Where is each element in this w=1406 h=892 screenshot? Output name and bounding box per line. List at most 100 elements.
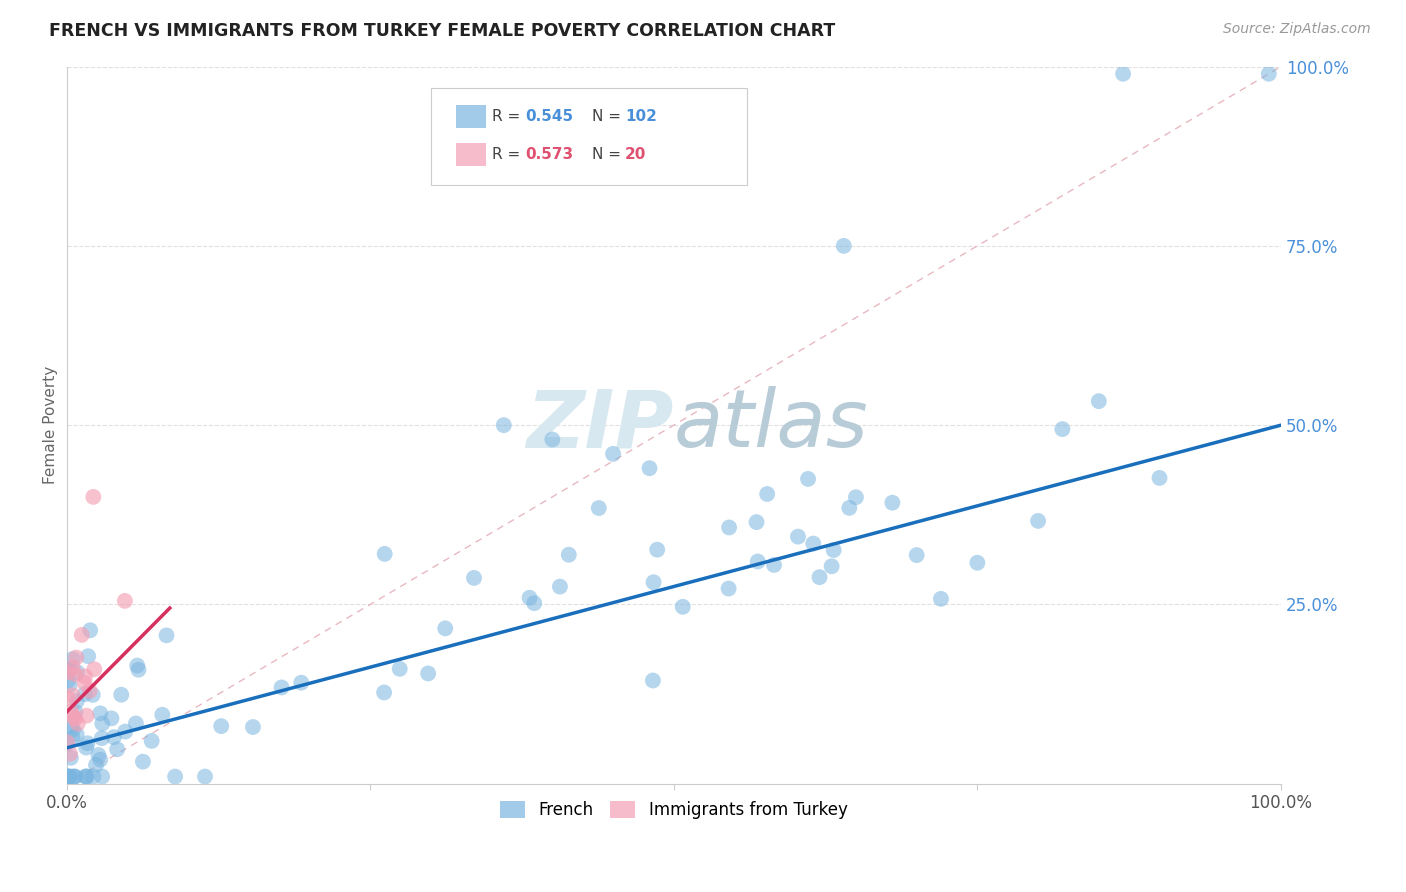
French	[882, 496, 904, 510]
French	[66, 727, 89, 741]
French	[56, 664, 79, 678]
Immigrants from Turkey	[62, 660, 84, 674]
French	[63, 770, 86, 784]
French	[548, 580, 571, 594]
French	[59, 770, 82, 784]
French	[845, 490, 868, 504]
French	[114, 724, 136, 739]
French	[787, 530, 810, 544]
French	[59, 751, 82, 765]
Immigrants from Turkey	[76, 708, 98, 723]
French	[797, 472, 820, 486]
French	[55, 737, 77, 751]
FancyBboxPatch shape	[457, 105, 485, 128]
French	[523, 596, 546, 610]
French	[747, 554, 769, 568]
French	[63, 770, 86, 784]
French	[82, 688, 104, 702]
French	[373, 685, 395, 699]
French	[519, 591, 541, 605]
French	[165, 770, 187, 784]
French	[58, 770, 80, 784]
Text: R =: R =	[492, 147, 524, 162]
Text: FRENCH VS IMMIGRANTS FROM TURKEY FEMALE POVERTY CORRELATION CHART: FRENCH VS IMMIGRANTS FROM TURKEY FEMALE …	[49, 22, 835, 40]
French	[58, 770, 80, 784]
Text: atlas: atlas	[673, 386, 869, 464]
French	[966, 556, 988, 570]
French	[150, 707, 173, 722]
French	[56, 673, 79, 688]
French	[90, 731, 112, 746]
French	[643, 575, 665, 590]
Immigrants from Turkey	[65, 650, 87, 665]
Immigrants from Turkey	[114, 594, 136, 608]
French	[75, 770, 97, 784]
French	[105, 742, 128, 756]
French	[801, 536, 824, 550]
French	[672, 599, 695, 614]
Immigrants from Turkey	[75, 669, 97, 683]
French	[56, 770, 79, 784]
French	[1052, 422, 1074, 436]
French	[127, 663, 149, 677]
Text: R =: R =	[492, 110, 524, 124]
French	[929, 591, 952, 606]
Text: N =: N =	[592, 147, 626, 162]
French	[60, 719, 83, 733]
French	[100, 711, 122, 725]
Immigrants from Turkey	[63, 710, 86, 724]
Immigrants from Turkey	[59, 747, 82, 761]
French	[155, 628, 177, 642]
Legend: French, Immigrants from Turkey: French, Immigrants from Turkey	[494, 794, 853, 826]
Immigrants from Turkey	[73, 676, 96, 690]
French	[209, 719, 232, 733]
Immigrants from Turkey	[63, 667, 86, 681]
Text: N =: N =	[592, 110, 626, 124]
French	[141, 734, 163, 748]
French	[91, 716, 114, 731]
French	[1026, 514, 1049, 528]
French	[75, 740, 97, 755]
French	[56, 770, 79, 784]
French	[82, 770, 104, 784]
French	[110, 688, 132, 702]
Text: 0.573: 0.573	[526, 147, 574, 162]
Immigrants from Turkey	[58, 665, 80, 680]
Immigrants from Turkey	[70, 628, 93, 642]
French	[763, 558, 786, 572]
Immigrants from Turkey	[66, 716, 89, 731]
French	[745, 515, 768, 529]
French	[91, 770, 114, 784]
French	[434, 621, 457, 635]
French	[558, 548, 581, 562]
French	[1149, 471, 1171, 485]
French	[638, 461, 661, 475]
Immigrants from Turkey	[82, 490, 104, 504]
French	[66, 665, 89, 680]
French	[56, 770, 79, 784]
French	[374, 547, 396, 561]
Immigrants from Turkey	[79, 683, 101, 698]
French	[76, 736, 98, 750]
Immigrants from Turkey	[83, 662, 105, 676]
French	[62, 731, 84, 745]
Immigrants from Turkey	[63, 712, 86, 726]
French	[194, 770, 217, 784]
French	[905, 548, 928, 562]
French	[132, 755, 155, 769]
French	[270, 681, 292, 695]
French	[602, 447, 624, 461]
French	[77, 649, 100, 664]
French	[820, 559, 842, 574]
French	[56, 663, 79, 677]
Immigrants from Turkey	[56, 735, 79, 749]
Immigrants from Turkey	[60, 705, 83, 719]
French	[103, 730, 125, 744]
French	[756, 487, 779, 501]
FancyBboxPatch shape	[430, 88, 747, 185]
French	[89, 753, 111, 767]
French	[63, 770, 86, 784]
French	[125, 716, 148, 731]
French	[641, 673, 664, 688]
French	[718, 520, 741, 534]
